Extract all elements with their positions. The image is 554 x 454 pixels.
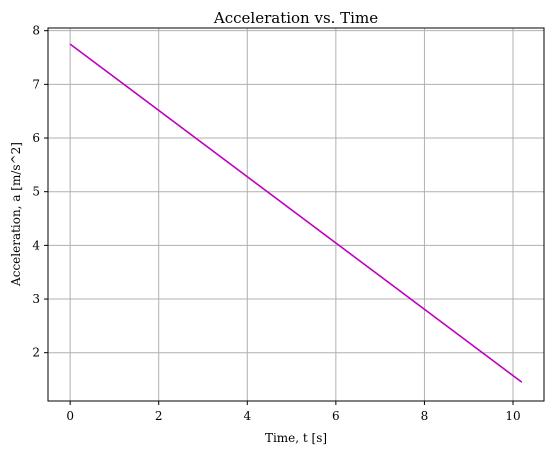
x-tick-label: 4 <box>243 409 251 423</box>
grid-lines <box>48 28 544 401</box>
y-tick-label: 2 <box>32 346 40 360</box>
data-series <box>69 43 523 383</box>
x-tick-label: 2 <box>155 409 163 423</box>
y-tick-label: 4 <box>32 238 40 252</box>
x-axis-ticks: 0 2 4 6 8 10 <box>66 401 521 423</box>
acceleration-line <box>69 43 523 383</box>
x-tick-label: 8 <box>421 409 429 423</box>
y-axis-label: Acceleration, a [m/s^2] <box>9 142 23 287</box>
x-axis-label: Time, t [s] <box>265 431 327 445</box>
y-tick-label: 5 <box>32 185 40 199</box>
y-tick-label: 6 <box>32 131 40 145</box>
x-tick-label: 0 <box>66 409 74 423</box>
y-tick-label: 3 <box>32 292 40 306</box>
y-tick-label: 7 <box>32 77 40 91</box>
x-tick-label: 6 <box>332 409 340 423</box>
chart-title: Acceleration vs. Time <box>213 9 378 27</box>
plot-frame <box>47 27 545 402</box>
x-tick-label: 10 <box>505 409 520 423</box>
y-axis-ticks: 2 3 4 5 6 7 8 <box>32 24 48 360</box>
y-tick-label: 8 <box>32 24 40 38</box>
